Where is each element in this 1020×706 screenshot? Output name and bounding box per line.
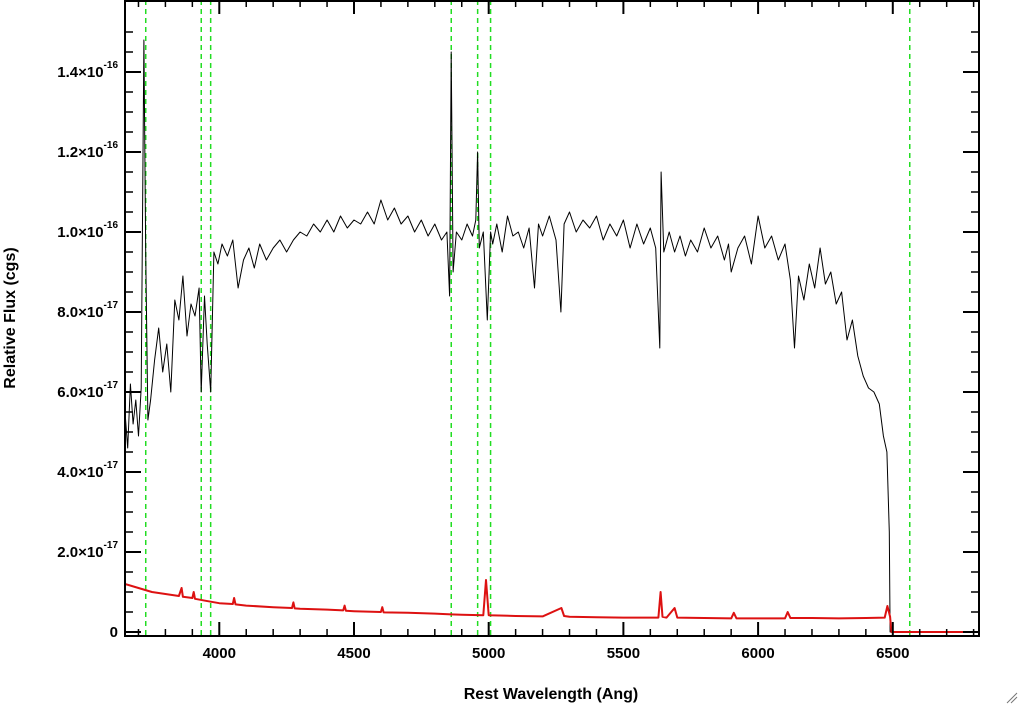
y-axis-title: Relative Flux (cgs) [2, 247, 19, 388]
x-tick-label: 5500 [607, 645, 640, 662]
resize-grip-icon[interactable] [1006, 692, 1018, 704]
x-tick-label: 4500 [337, 645, 370, 662]
x-tick-label: 6000 [741, 645, 774, 662]
y-tick-label: 0 [110, 624, 118, 641]
y-tick-label: 1.2×10-16 [57, 140, 118, 161]
spectrum-flux-line [124, 39, 979, 633]
x-tick-label: 4000 [203, 645, 236, 662]
spectrum-series [124, 39, 979, 633]
y-tick-label: 6.0×10-17 [57, 380, 118, 401]
x-tick-label: 5000 [472, 645, 505, 662]
x-axis-title: Rest Wavelength (Ang) [464, 686, 639, 703]
y-tick-label: 8.0×10-17 [57, 300, 118, 321]
y-tick-label: 1.0×10-16 [57, 220, 118, 241]
x-axis-ticks: 4000 4500 5000 5500 6000 6500 [137, 0, 975, 662]
y-tick-label: 1.4×10-16 [57, 60, 118, 81]
y-tick-label: 2.0×10-17 [57, 540, 118, 561]
y-tick-label: 4.0×10-17 [57, 460, 118, 481]
reference-lines [144, 0, 911, 636]
spectrum-error-line [124, 579, 979, 633]
x-tick-label: 6500 [876, 645, 909, 662]
plot-frame [124, 0, 980, 637]
y-axis-ticks: 0 2.0×10-17 4.0×10-17 6.0×10-17 8.0×10-17 1.0… [57, 31, 979, 641]
